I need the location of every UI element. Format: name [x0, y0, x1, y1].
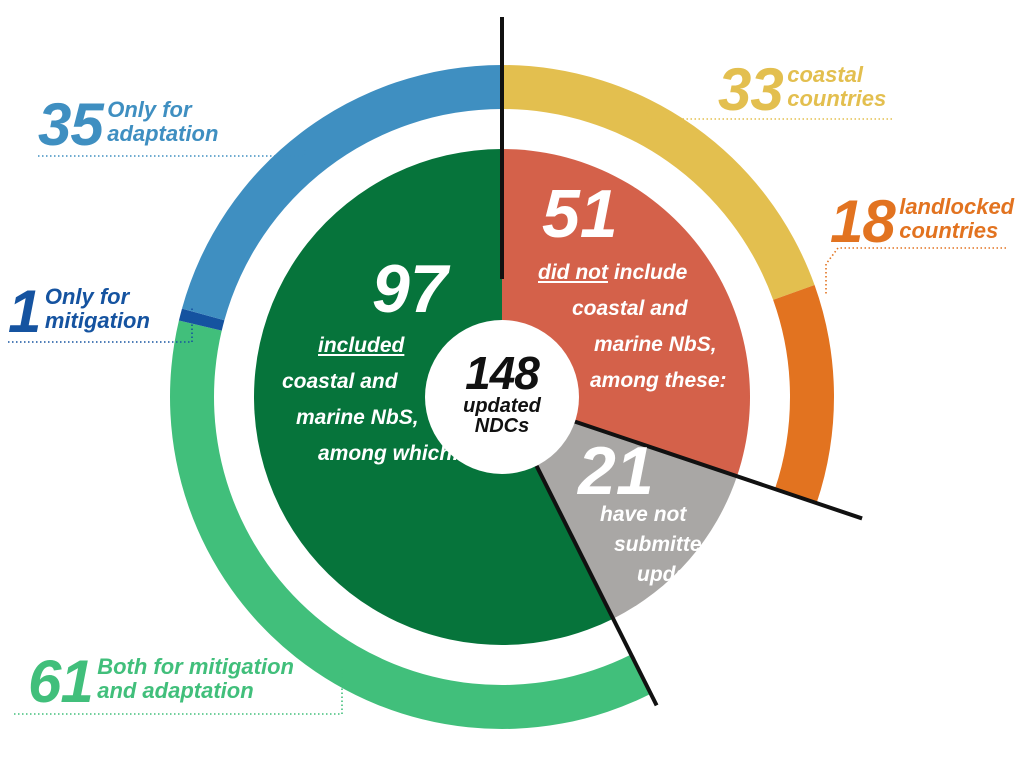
inner-notsubmitted-line-2: submitted their [614, 533, 766, 556]
outer-ring [169, 65, 834, 729]
outer-segment-only-for-adaptation [181, 65, 502, 321]
outer-coastal-line-1: coastal [787, 62, 864, 87]
leader-adaptation [38, 148, 306, 157]
inner-notincluded-rest: include [607, 261, 688, 284]
inner-notsubmitted-value: 21 [578, 433, 654, 509]
inner-included-line-1: included [318, 334, 405, 357]
outer-label-adaptation: 35 Only for adaptation [38, 95, 218, 155]
inner-notsubmitted-line-4: NDCs [655, 593, 713, 616]
outer-landlocked-value: 18 [830, 188, 896, 255]
outer-mitigation-line-2: mitigation [44, 308, 150, 333]
divider-right [574, 419, 863, 521]
outer-segment-only-for-mitigation [178, 308, 225, 331]
leader-lines [8, 99, 1006, 715]
outer-label-landlocked: 18 landlocked countries [830, 192, 1014, 252]
inner-notincluded-line-2: coastal and [572, 297, 688, 320]
inner-notincluded-emph: did not [538, 261, 608, 284]
outer-both-value: 61 [28, 648, 94, 715]
inner-slice-have-not-submitted-their-updated-ndcs [502, 397, 737, 619]
outer-both-text: Both for mitigation and adaptation [97, 655, 294, 703]
outer-mitigation-line-1: Only for [44, 284, 130, 309]
outer-landlocked-line-2: countries [899, 218, 999, 243]
outer-both-line-2: and adaptation [97, 678, 254, 703]
divider-lines [500, 17, 863, 707]
leader-both [14, 668, 343, 715]
outer-label-both: 61 Both for mitigation and adaptation [28, 652, 294, 712]
outer-adaptation-text: Only for adaptation [107, 98, 218, 146]
center-hole [425, 320, 579, 474]
outer-mitigation-value: 1 [8, 278, 41, 345]
outer-coastal-value: 33 [718, 56, 784, 123]
inner-notincluded-value: 51 [542, 176, 618, 252]
outer-label-coastal: 33 coastal countries [718, 60, 886, 120]
outer-segment-coastal-countries [502, 65, 815, 300]
center-line-2: NDCs [474, 415, 530, 437]
divider-bottom [534, 464, 659, 707]
center-line-1: updated [463, 395, 541, 417]
center-total: 148 [465, 347, 540, 399]
outer-adaptation-value: 35 [38, 91, 104, 158]
inner-notsubmitted-label: have not submitted their updated NDCs [600, 500, 766, 620]
inner-included-label: included coastal and marine NbS, among w… [270, 328, 470, 472]
outer-both-line-1: Both for mitigation [97, 654, 294, 679]
outer-landlocked-text: landlocked countries [899, 195, 1014, 243]
inner-included-line-2: coastal and [282, 370, 398, 393]
inner-notsubmitted-line-3: updated [637, 563, 719, 586]
inner-notincluded-line-4: among these: [590, 369, 727, 392]
center-label: 148 updated NDCs [446, 350, 558, 436]
outer-segment-landlocked-countries [773, 285, 834, 504]
outer-coastal-line-2: countries [787, 86, 887, 111]
inner-included-line-3: marine NbS, [296, 406, 419, 429]
inner-notsubmitted-line-1: have not [600, 503, 687, 526]
inner-notincluded-line-3: marine NbS, [594, 333, 717, 356]
inner-notincluded-line-1: did not include [538, 255, 727, 291]
outer-segment-both-for-mitigation-and-adaptation [169, 320, 651, 729]
inner-included-line-4: among which: [318, 442, 460, 465]
outer-adaptation-line-1: Only for [107, 97, 192, 122]
outer-label-mitigation: 1 Only for mitigation [8, 282, 150, 342]
leader-landlocked [825, 247, 1006, 296]
leader-mitigation [8, 306, 193, 343]
outer-coastal-text: coastal countries [787, 63, 886, 111]
outer-mitigation-text: Only for mitigation [45, 285, 150, 333]
inner-notincluded-label: did not include coastal and marine NbS, … [538, 255, 727, 399]
outer-adaptation-line-2: adaptation [107, 121, 219, 146]
leader-coastal [639, 99, 892, 120]
inner-included-value: 97 [372, 251, 448, 327]
outer-landlocked-line-1: landlocked [899, 194, 1015, 219]
